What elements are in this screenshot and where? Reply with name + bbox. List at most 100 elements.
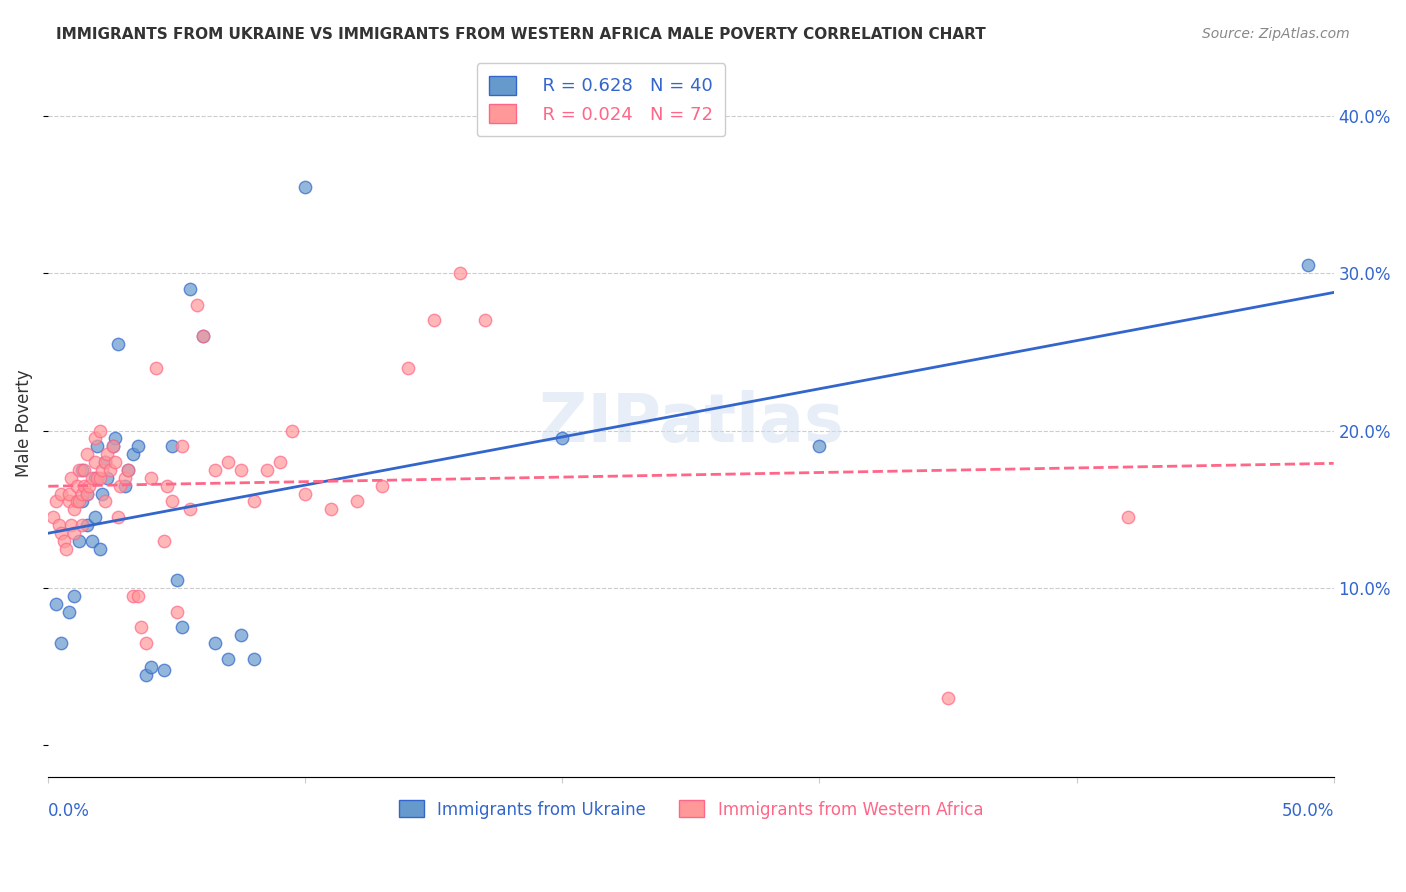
Point — [83, 432, 105, 446]
Point — [67, 463, 90, 477]
Point — [346, 494, 368, 508]
Point — [79, 478, 101, 492]
Point — [96, 471, 118, 485]
Point — [49, 486, 72, 500]
Point — [76, 486, 98, 500]
Point — [63, 525, 86, 540]
Point — [139, 659, 162, 673]
Point — [319, 502, 342, 516]
Point — [186, 298, 208, 312]
Point — [229, 463, 252, 477]
Point — [60, 518, 83, 533]
Point — [67, 533, 90, 548]
Point — [204, 636, 226, 650]
Point — [76, 518, 98, 533]
Point — [86, 439, 108, 453]
Point — [1296, 258, 1319, 272]
Point — [89, 541, 111, 556]
Point — [83, 471, 105, 485]
Point — [217, 652, 239, 666]
Point — [63, 502, 86, 516]
Point — [145, 360, 167, 375]
Point — [91, 486, 114, 500]
Point — [936, 691, 959, 706]
Point — [89, 471, 111, 485]
Point — [70, 518, 93, 533]
Point — [281, 424, 304, 438]
Text: ZIPatlas: ZIPatlas — [538, 390, 844, 456]
Point — [229, 628, 252, 642]
Point — [170, 620, 193, 634]
Point — [243, 494, 266, 508]
Point — [48, 518, 70, 533]
Point — [808, 439, 831, 453]
Point — [42, 510, 65, 524]
Point — [60, 471, 83, 485]
Point — [256, 463, 278, 477]
Point — [94, 455, 117, 469]
Point — [104, 432, 127, 446]
Point — [153, 533, 176, 548]
Point — [76, 447, 98, 461]
Point — [155, 478, 177, 492]
Point — [371, 478, 394, 492]
Point — [101, 439, 124, 453]
Point — [101, 439, 124, 453]
Point — [122, 447, 145, 461]
Point — [94, 494, 117, 508]
Point — [179, 282, 201, 296]
Point — [104, 455, 127, 469]
Point — [83, 510, 105, 524]
Point — [170, 439, 193, 453]
Point — [107, 337, 129, 351]
Y-axis label: Male Poverty: Male Poverty — [15, 369, 32, 476]
Point — [45, 494, 67, 508]
Point — [269, 455, 291, 469]
Point — [294, 486, 316, 500]
Point — [114, 478, 136, 492]
Point — [70, 463, 93, 477]
Point — [449, 266, 471, 280]
Point — [396, 360, 419, 375]
Point — [52, 533, 75, 548]
Point — [179, 502, 201, 516]
Point — [98, 463, 121, 477]
Point — [83, 455, 105, 469]
Text: IMMIGRANTS FROM UKRAINE VS IMMIGRANTS FROM WESTERN AFRICA MALE POVERTY CORRELATI: IMMIGRANTS FROM UKRAINE VS IMMIGRANTS FR… — [56, 27, 986, 42]
Legend: Immigrants from Ukraine, Immigrants from Western Africa: Immigrants from Ukraine, Immigrants from… — [392, 794, 990, 825]
Point — [55, 541, 77, 556]
Point — [153, 663, 176, 677]
Point — [160, 494, 183, 508]
Point — [117, 463, 139, 477]
Point — [107, 510, 129, 524]
Point — [122, 589, 145, 603]
Point — [80, 471, 103, 485]
Point — [63, 589, 86, 603]
Point — [96, 447, 118, 461]
Point — [166, 605, 188, 619]
Point — [94, 455, 117, 469]
Point — [58, 486, 80, 500]
Text: 50.0%: 50.0% — [1281, 802, 1334, 820]
Point — [49, 525, 72, 540]
Point — [76, 486, 98, 500]
Point — [204, 463, 226, 477]
Point — [191, 329, 214, 343]
Point — [65, 494, 87, 508]
Point — [160, 439, 183, 453]
Point — [80, 533, 103, 548]
Point — [1116, 510, 1139, 524]
Text: Source: ZipAtlas.com: Source: ZipAtlas.com — [1202, 27, 1350, 41]
Point — [191, 329, 214, 343]
Point — [110, 478, 132, 492]
Point — [127, 439, 149, 453]
Point — [551, 432, 574, 446]
Point — [86, 471, 108, 485]
Point — [474, 313, 496, 327]
Point — [243, 652, 266, 666]
Point — [139, 471, 162, 485]
Point — [45, 597, 67, 611]
Point — [49, 636, 72, 650]
Point — [129, 620, 152, 634]
Point — [67, 494, 90, 508]
